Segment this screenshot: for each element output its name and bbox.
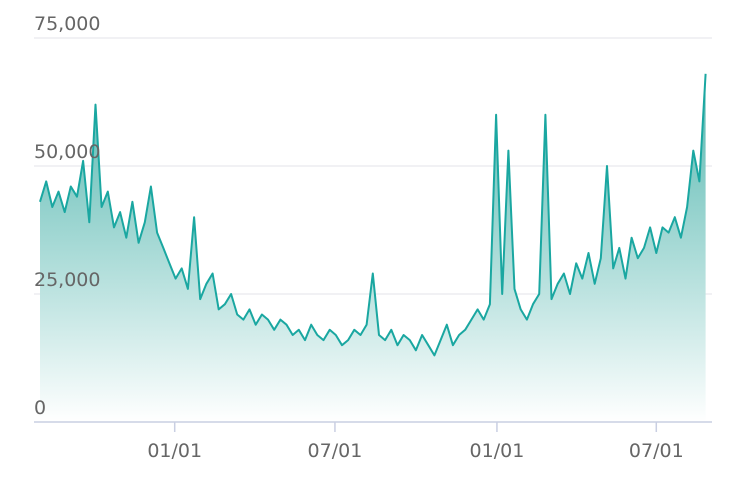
y-tick-label: 75,000 — [34, 13, 100, 35]
y-tick-label: 25,000 — [34, 269, 100, 291]
x-axis — [34, 421, 712, 432]
area-series — [39, 73, 707, 423]
x-axis-labels: 01/01 07/01 01/01 07/01 — [147, 440, 683, 462]
series-line — [39, 73, 707, 357]
x-tick-label: 01/01 — [470, 440, 525, 462]
y-axis-labels: 0 25,000 50,000 75,000 — [34, 13, 100, 419]
x-tick-label: 07/01 — [629, 440, 684, 462]
area-fill — [40, 73, 706, 423]
y-tick-label: 50,000 — [34, 141, 100, 163]
x-tick-label: 07/01 — [308, 440, 363, 462]
y-tick-label: 0 — [34, 397, 46, 419]
x-tick-label: 01/01 — [147, 440, 202, 462]
